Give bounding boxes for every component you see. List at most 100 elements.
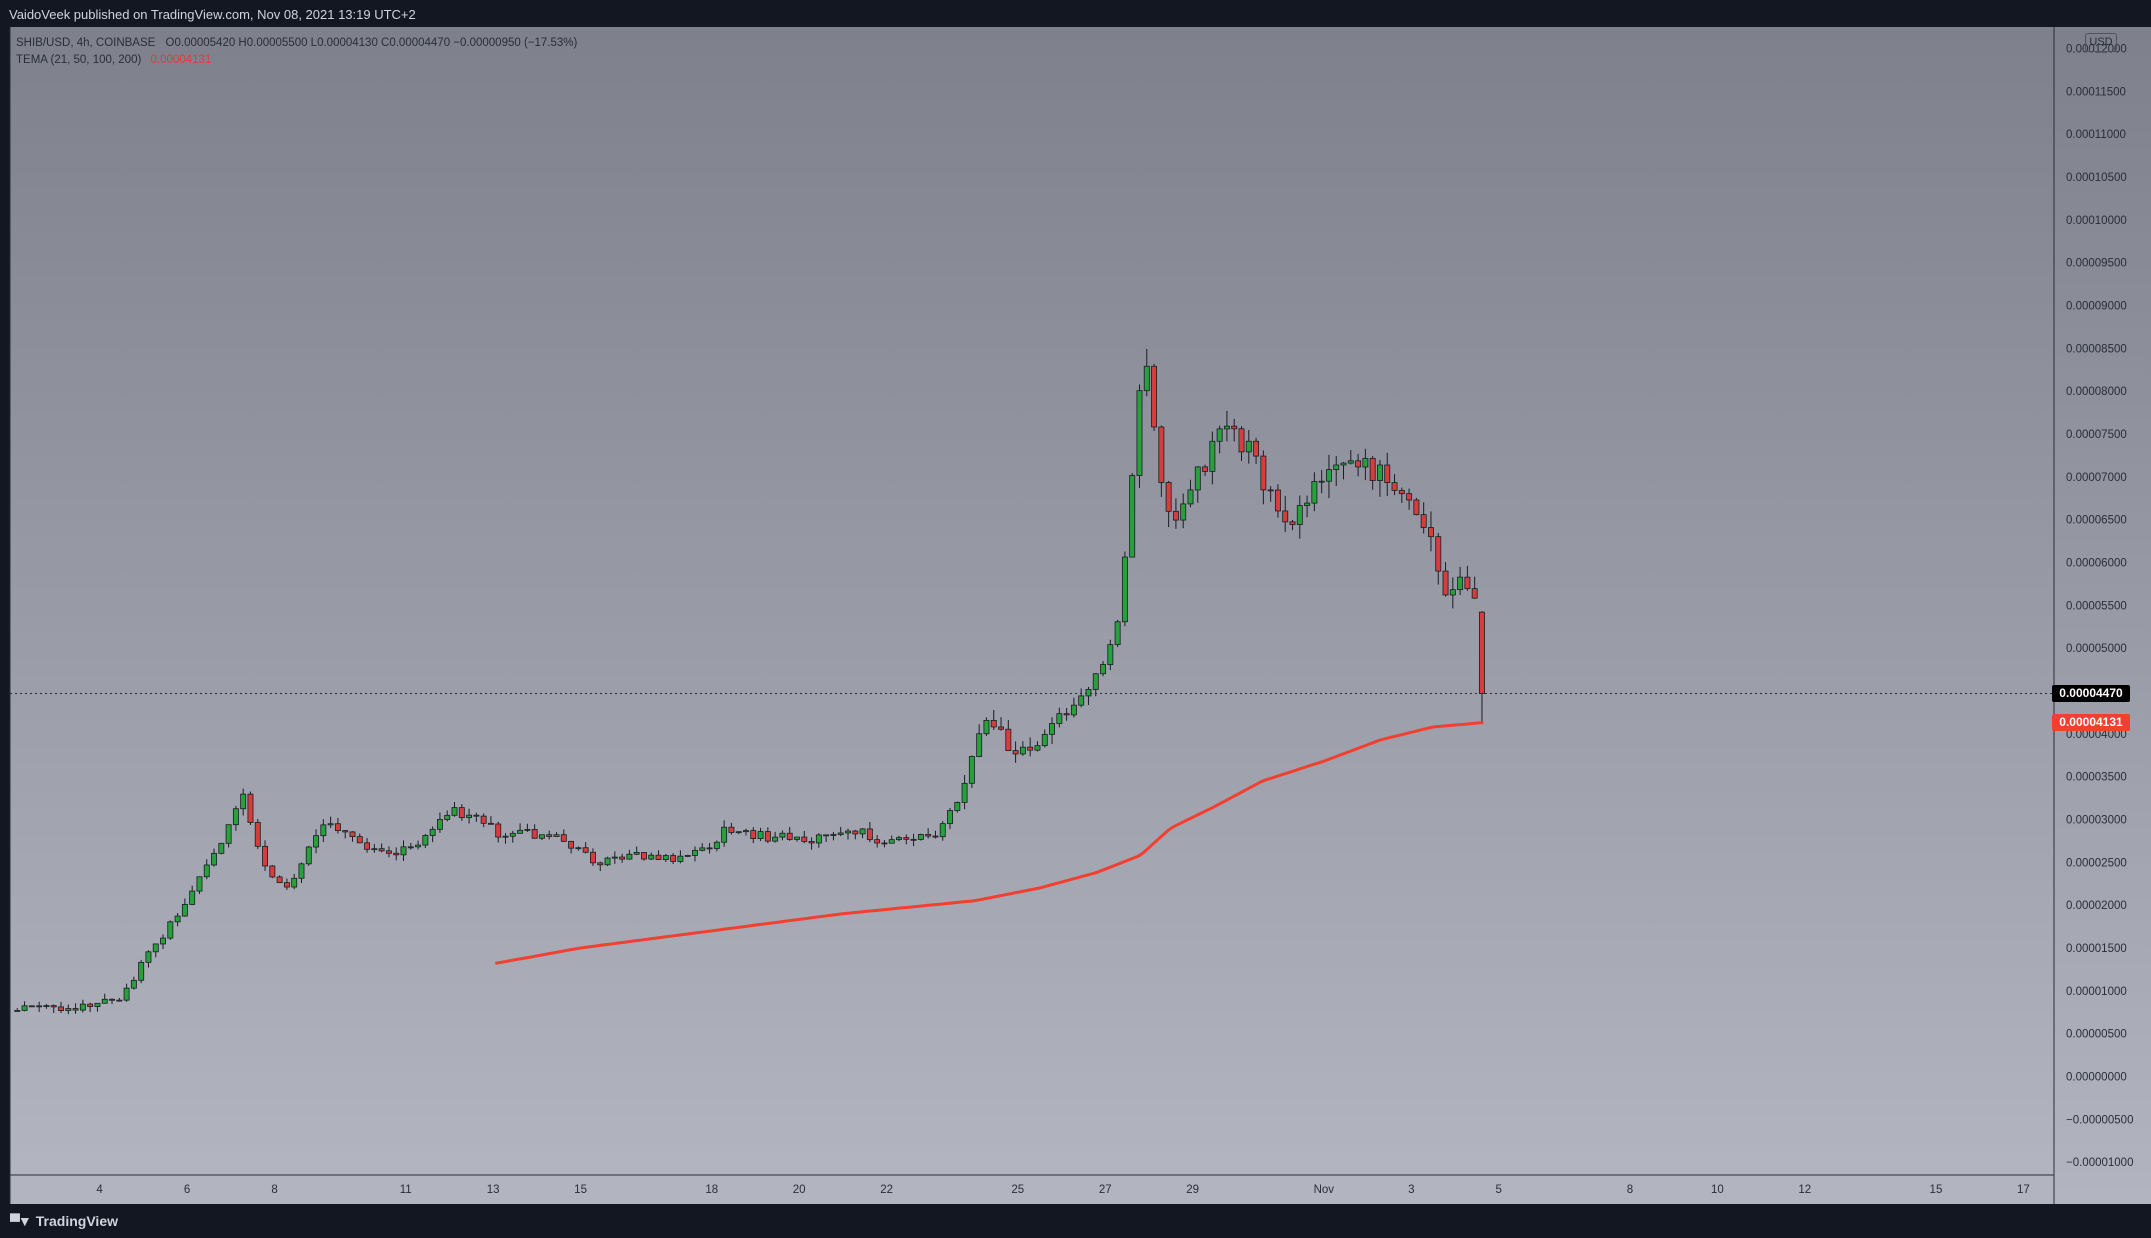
candle-body <box>487 822 494 825</box>
candle-body <box>1165 482 1172 512</box>
x-tick-label: 8 <box>271 1184 277 1196</box>
candle-body <box>160 937 166 945</box>
candle-body <box>1231 425 1238 430</box>
candle-body <box>502 835 509 838</box>
bottom-bar: ▀▼ TradingView <box>0 1204 2151 1238</box>
candle-body <box>655 854 662 860</box>
x-tick-label: 18 <box>705 1184 718 1196</box>
candle-body <box>43 1005 50 1007</box>
candle-body <box>378 848 385 852</box>
candle-body <box>1449 589 1456 596</box>
candle-body <box>611 856 618 859</box>
candle-body <box>524 829 531 831</box>
candle-body <box>954 802 961 811</box>
ohlc-values: O0.00005420 H0.00005500 L0.00004130 C0.0… <box>165 37 578 49</box>
candle-body <box>830 834 837 836</box>
x-tick-label: 11 <box>400 1184 412 1196</box>
candle-body <box>1274 489 1281 512</box>
candle-body <box>1355 460 1362 468</box>
candle-body <box>313 835 320 848</box>
candle-body <box>1151 365 1158 428</box>
brand-label: TradingView <box>35 1213 118 1229</box>
candle-body <box>823 834 830 837</box>
candle-body <box>757 831 764 840</box>
candle-body <box>1078 695 1085 706</box>
x-tick-label: 20 <box>793 1184 806 1196</box>
candle-body <box>1362 457 1369 468</box>
candle-body <box>531 829 538 839</box>
candle-body <box>123 987 130 1001</box>
x-tick-label: 12 <box>1798 1184 1811 1196</box>
candle-body <box>320 824 327 837</box>
candle-body <box>400 846 407 856</box>
candle-body <box>939 823 946 838</box>
candle-body <box>866 828 873 841</box>
candle-body <box>327 823 334 826</box>
candle-body <box>692 849 698 856</box>
candle-body <box>36 1005 43 1008</box>
candle-body <box>1318 480 1325 483</box>
x-tick-label: Nov <box>1314 1184 1335 1196</box>
tradingview-brand[interactable]: ▀▼ TradingView <box>10 1213 118 1229</box>
candle-body <box>1187 489 1194 505</box>
candle-body <box>553 834 560 837</box>
candle-body <box>1100 664 1106 675</box>
candle-body <box>14 1010 21 1012</box>
candle-body <box>1457 576 1464 591</box>
x-tick-label: 17 <box>2017 1184 2030 1196</box>
candle-body <box>356 836 363 844</box>
candle-body <box>211 852 217 866</box>
y-axis: 0.00012000 0.00011500 0.00011000 0.00010500… <box>2066 43 2133 1169</box>
candle-body <box>641 851 647 860</box>
candle-body <box>684 855 691 857</box>
x-axis: 4 6 8 11 13 15 18 20 22 25 27 29 Nov 3 5 8 10 12 15 17 <box>96 1184 2029 1196</box>
candle-body <box>509 832 516 837</box>
candle-body <box>225 824 232 844</box>
candle-body <box>772 836 779 842</box>
candle-body <box>349 831 356 838</box>
candle-body <box>305 846 312 865</box>
candle-body <box>808 841 815 844</box>
candle-body <box>560 834 567 842</box>
tradingview-logo-icon: ▀▼ <box>10 1213 32 1229</box>
candle-body <box>1413 499 1420 516</box>
y-tick-label: 0.00005500 <box>2066 600 2127 612</box>
candle-body <box>218 842 225 854</box>
candle-body <box>94 1002 101 1007</box>
y-tick-label: 0.00001500 <box>2066 943 2127 955</box>
candle-body <box>291 877 298 888</box>
y-tick-label: 0.00001000 <box>2066 986 2127 998</box>
candle-body <box>1223 425 1230 430</box>
candle-body <box>342 830 349 833</box>
candle-body <box>1005 728 1012 752</box>
y-tick-label: 0.00004000 <box>2066 729 2127 741</box>
candle-body <box>706 847 713 850</box>
x-tick-label: 27 <box>1099 1184 1112 1196</box>
candle-body <box>604 857 611 866</box>
candle-body <box>1369 457 1376 481</box>
candle-body <box>1027 746 1034 751</box>
candle-body <box>167 921 174 939</box>
candle-body <box>1267 489 1274 492</box>
y-tick-label: 0.00007500 <box>2066 429 2127 441</box>
candle-body <box>998 726 1004 730</box>
candle-body <box>232 808 239 826</box>
y-tick-label: 0.00008500 <box>2066 343 2127 355</box>
candle-body <box>990 719 997 728</box>
legend-indicator-row[interactable]: TEMA (21, 50, 100, 200) 0.00004131 <box>16 52 577 69</box>
candle-body <box>1253 440 1260 457</box>
candle-body <box>473 814 480 817</box>
candle-body <box>662 855 669 860</box>
currency-badge[interactable]: USD <box>2085 33 2117 52</box>
candle-body <box>713 841 720 849</box>
candle-body <box>1289 521 1296 525</box>
legend-symbol-row: SHIB/USD, 4h, COINBASE O0.00005420 H0.00… <box>16 35 577 52</box>
candle-body <box>451 807 458 816</box>
candle-body <box>21 1005 28 1011</box>
candle-body <box>466 814 473 819</box>
y-tick-label: −0.00001000 <box>2066 1157 2133 1169</box>
candle-body <box>794 836 800 840</box>
candle-body <box>1391 482 1398 491</box>
x-tick-label: 15 <box>1930 1184 1943 1196</box>
